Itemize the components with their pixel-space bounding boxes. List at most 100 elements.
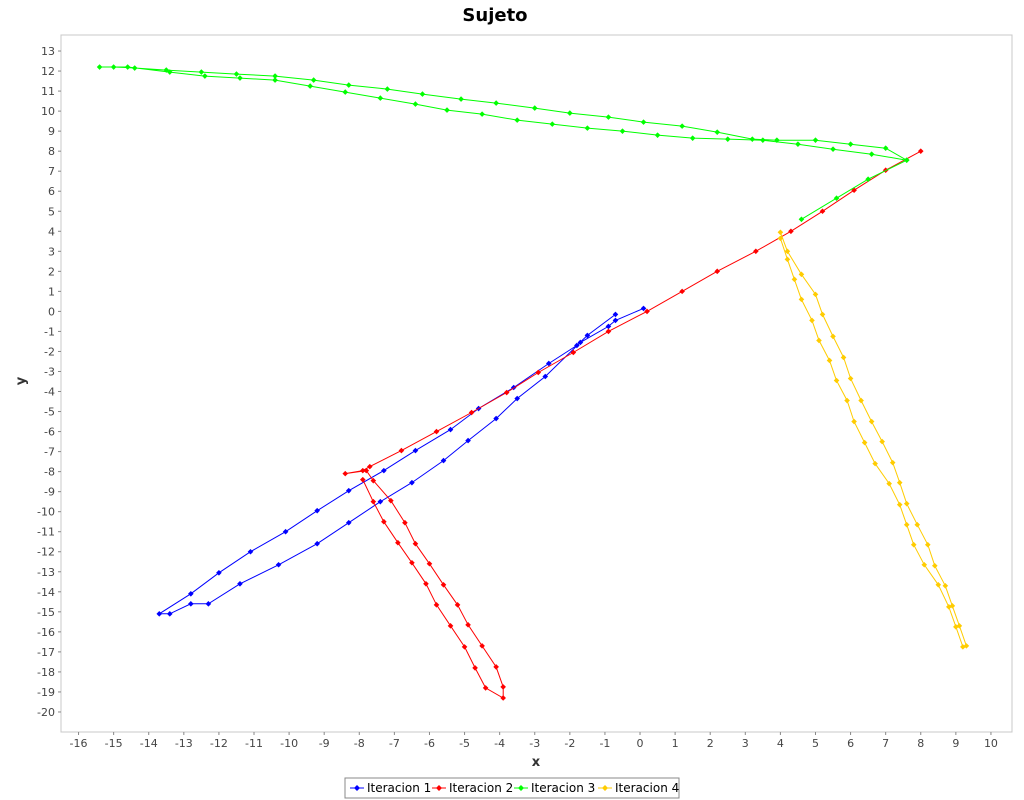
data-point xyxy=(345,82,352,88)
data-point xyxy=(872,460,878,467)
data-point xyxy=(468,409,475,416)
data-point xyxy=(419,91,426,97)
data-point xyxy=(819,208,826,215)
data-point xyxy=(465,437,471,444)
data-point xyxy=(882,145,889,151)
data-point xyxy=(503,389,510,396)
y-tick-label: -9 xyxy=(44,486,55,499)
y-tick-label: -16 xyxy=(37,626,55,639)
data-point xyxy=(889,459,896,466)
legend-label: Iteracion 3 xyxy=(531,781,595,795)
y-tick-label: -6 xyxy=(44,426,55,439)
data-point xyxy=(777,229,784,236)
data-point xyxy=(960,644,966,650)
data-point xyxy=(903,157,910,163)
data-point xyxy=(156,611,163,617)
data-point xyxy=(395,539,401,546)
data-point xyxy=(753,248,759,255)
data-point xyxy=(654,132,661,138)
data-point xyxy=(447,426,454,433)
y-tick-label: -19 xyxy=(37,686,55,699)
data-point xyxy=(749,136,756,142)
data-point xyxy=(531,105,538,111)
legend-label: Iteracion 1 xyxy=(367,781,431,795)
data-point xyxy=(903,500,910,507)
data-point xyxy=(188,591,194,597)
chart-title: Sujeto xyxy=(462,5,527,26)
data-point xyxy=(886,480,892,487)
y-tick-label: -1 xyxy=(44,325,55,338)
data-point xyxy=(542,373,549,380)
data-point xyxy=(493,100,499,106)
data-point xyxy=(426,560,433,567)
y-tick-label: -11 xyxy=(37,526,55,539)
data-point xyxy=(433,428,440,435)
data-point xyxy=(868,418,875,425)
data-point xyxy=(124,64,131,70)
legend-box xyxy=(344,777,680,799)
data-point xyxy=(233,71,240,77)
x-tick-label: 8 xyxy=(917,737,924,750)
y-tick-label: 5 xyxy=(48,205,55,218)
data-point xyxy=(844,397,850,404)
data-point xyxy=(812,291,819,298)
x-tick-label: -16 xyxy=(70,737,88,750)
y-tick-label: 12 xyxy=(41,65,55,78)
data-point xyxy=(858,397,864,404)
x-tick-label: 4 xyxy=(777,737,784,750)
data-point xyxy=(809,317,815,324)
data-point xyxy=(479,111,485,117)
data-point xyxy=(953,624,959,630)
y-tick-label: 4 xyxy=(48,225,55,238)
x-tick-label: -2 xyxy=(564,737,575,750)
y-tick-label: -15 xyxy=(37,606,55,619)
y-tick-label: 11 xyxy=(41,85,55,98)
data-point xyxy=(367,463,373,470)
y-tick-label: -12 xyxy=(37,546,55,559)
data-point xyxy=(272,73,278,79)
x-tick-label: -5 xyxy=(459,737,470,750)
data-point xyxy=(584,332,591,339)
data-point xyxy=(777,235,784,242)
data-point xyxy=(851,418,857,425)
y-tick-label: 9 xyxy=(48,125,55,138)
x-tick-label: -14 xyxy=(140,737,158,750)
data-point xyxy=(310,77,317,83)
x-tick-label: -10 xyxy=(280,737,298,750)
data-point xyxy=(342,470,349,477)
data-point xyxy=(381,467,387,474)
x-tick-label: -15 xyxy=(105,737,123,750)
data-point xyxy=(577,339,584,346)
data-point xyxy=(461,644,468,650)
data-point xyxy=(917,148,924,154)
data-point xyxy=(896,501,903,508)
legend-swatch-marker xyxy=(354,785,360,791)
y-tick-label: -5 xyxy=(44,406,55,419)
x-tick-label: 3 xyxy=(742,737,749,750)
data-point xyxy=(949,603,956,609)
y-tick-label: -3 xyxy=(44,365,55,378)
data-point xyxy=(942,582,949,589)
data-point xyxy=(640,305,647,312)
x-tick-label: 9 xyxy=(952,737,959,750)
data-point xyxy=(714,268,721,275)
series-group xyxy=(96,64,970,701)
y-tick-label: -7 xyxy=(44,446,55,459)
data-point xyxy=(458,96,464,102)
legend-swatch-marker xyxy=(518,785,524,791)
x-tick-label: -12 xyxy=(210,737,228,750)
data-point xyxy=(216,569,222,576)
y-axis-label: y xyxy=(14,376,29,385)
data-point xyxy=(423,580,429,587)
data-point xyxy=(342,89,349,95)
data-point xyxy=(612,311,619,318)
data-point xyxy=(454,602,461,608)
data-point xyxy=(567,110,573,116)
data-point xyxy=(679,288,685,295)
series-2 xyxy=(342,148,924,701)
data-point xyxy=(96,64,103,70)
x-tick-label: 0 xyxy=(637,737,644,750)
data-point xyxy=(131,65,138,71)
data-point xyxy=(500,695,506,701)
data-point xyxy=(679,123,685,129)
